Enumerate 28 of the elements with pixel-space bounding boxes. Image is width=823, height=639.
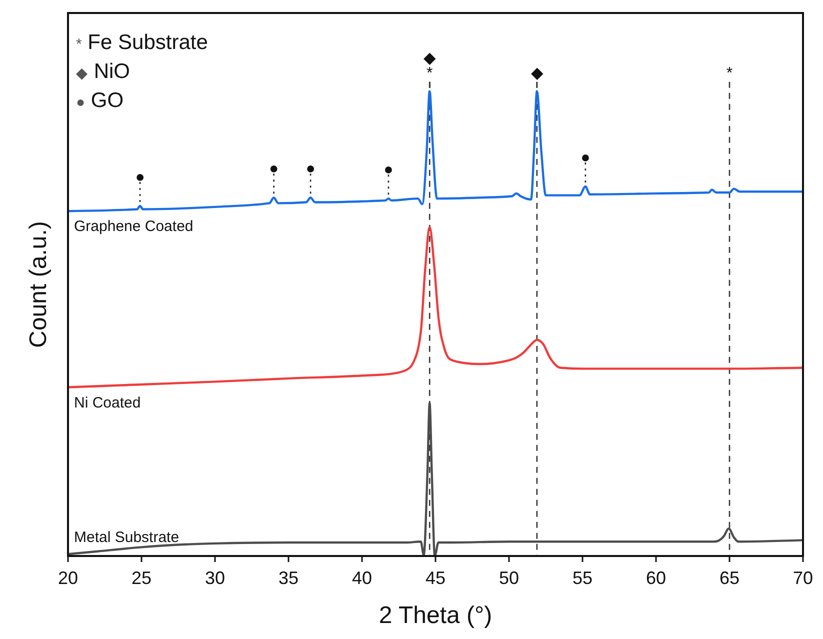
x-tick-label: 50 <box>498 568 520 588</box>
x-tick-label: 55 <box>572 568 593 588</box>
annotation: ● <box>580 149 590 166</box>
x-tick-label: 30 <box>204 568 226 588</box>
series-label: Graphene Coated <box>74 218 194 236</box>
x-tick-label: 25 <box>131 568 152 588</box>
annotation: ◆ <box>530 64 544 82</box>
series-label: Ni Coated <box>74 394 141 412</box>
x-tick-label: 60 <box>646 568 666 588</box>
annotation: ● <box>306 160 316 178</box>
x-tick-label: 20 <box>58 568 78 588</box>
series-label: Metal Substrate <box>74 529 180 546</box>
x-tick-label: 70 <box>792 568 814 588</box>
annotation: ● <box>268 160 279 178</box>
x-axis-title: 2 Theta (°) <box>378 602 492 629</box>
annotation: ◆ <box>424 50 437 67</box>
x-tick-label: 45 <box>425 568 446 588</box>
annotation: ● <box>135 169 145 186</box>
x-tick-label: 65 <box>719 568 740 588</box>
x-tick-label: 40 <box>352 568 372 588</box>
ref-line-label: * <box>726 64 733 82</box>
annotation: ● GO <box>76 89 124 112</box>
y-axis-title: Count (a.u.) <box>25 221 52 348</box>
annotation: * <box>426 64 433 82</box>
text: * Fe Substrate <box>76 31 208 54</box>
text: ◆ NiO <box>76 60 130 83</box>
annotation: ● <box>384 162 394 179</box>
x-tick-label: 35 <box>278 568 299 588</box>
